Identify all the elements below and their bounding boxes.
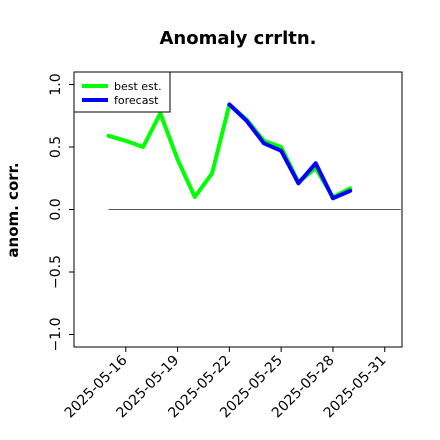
legend-box xyxy=(73,71,171,113)
legend-label: best est. xyxy=(114,80,162,93)
chart-title: Anomaly crrltn. xyxy=(159,28,316,49)
y-tick-label: 0.0 xyxy=(48,198,64,220)
y-tick-label: −1.0 xyxy=(48,318,64,352)
series-line-best-estimate xyxy=(106,102,353,199)
y-axis-label: anom. corr. xyxy=(4,162,22,257)
legend-label: forecast xyxy=(114,94,159,107)
y-tick-label: −0.5 xyxy=(48,255,64,289)
series-line-forecast xyxy=(227,102,353,201)
y-tick-label: 1.0 xyxy=(48,73,64,95)
y-tick-label: 0.5 xyxy=(48,136,64,158)
legend: best est.forecast xyxy=(73,71,171,113)
